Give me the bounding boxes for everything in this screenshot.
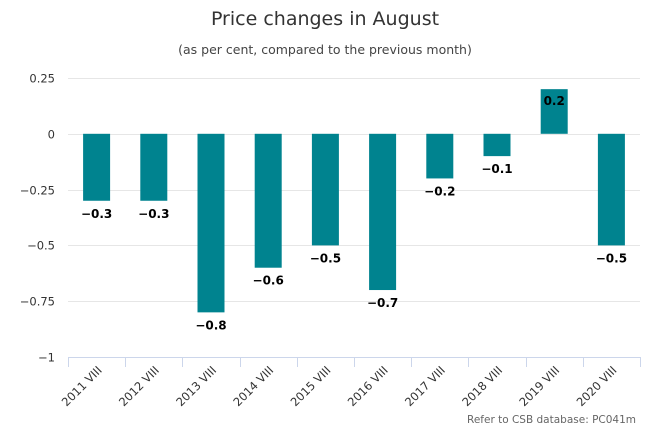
bar (483, 133, 511, 157)
data-label: −0.1 (481, 162, 512, 176)
x-tick-label: 2016 VIII (345, 363, 391, 409)
bar (254, 133, 282, 268)
x-tick-label: 2020 VIII (574, 363, 620, 409)
bar (83, 133, 111, 201)
y-tick-label: −0.25 (20, 184, 55, 198)
y-tick-label: −0.75 (20, 295, 55, 309)
x-tick-label: 2013 VIII (173, 363, 219, 409)
bar (369, 133, 397, 291)
bar (426, 133, 454, 179)
data-label: 0.2 (544, 94, 565, 108)
x-tick-label: 2018 VIII (459, 363, 505, 409)
data-label: −0.3 (138, 207, 169, 221)
bar (540, 89, 568, 134)
bar (597, 133, 625, 246)
data-label: −0.7 (367, 296, 398, 310)
x-tick-label: 2014 VIII (230, 363, 276, 409)
credit-link[interactable]: Refer to CSB database: PC041m (467, 414, 636, 426)
data-label: −0.8 (195, 318, 226, 332)
x-tick-label: 2017 VIII (402, 363, 448, 409)
data-label: −0.5 (596, 251, 627, 265)
y-tick-label: −0.5 (27, 239, 55, 253)
data-label: −0.2 (424, 184, 455, 198)
y-tick-label: 0.25 (29, 72, 55, 86)
x-tick-label: 2011 VIII (59, 363, 105, 409)
data-label: −0.3 (81, 207, 112, 221)
x-tick-label: 2012 VIII (116, 363, 162, 409)
y-tick-label: 0 (48, 128, 55, 142)
data-label: −0.6 (253, 274, 284, 288)
x-tick-label: 2019 VIII (516, 363, 562, 409)
y-tick-label: −1 (38, 351, 55, 365)
bar (311, 133, 339, 246)
bar (140, 133, 168, 201)
bar (197, 133, 225, 313)
chart-title: Price changes in August (210, 8, 440, 30)
chart-subtitle: (as per cent, compared to the previous m… (178, 42, 472, 57)
x-tick-label: 2015 VIII (288, 363, 334, 409)
data-label: −0.5 (310, 251, 341, 265)
